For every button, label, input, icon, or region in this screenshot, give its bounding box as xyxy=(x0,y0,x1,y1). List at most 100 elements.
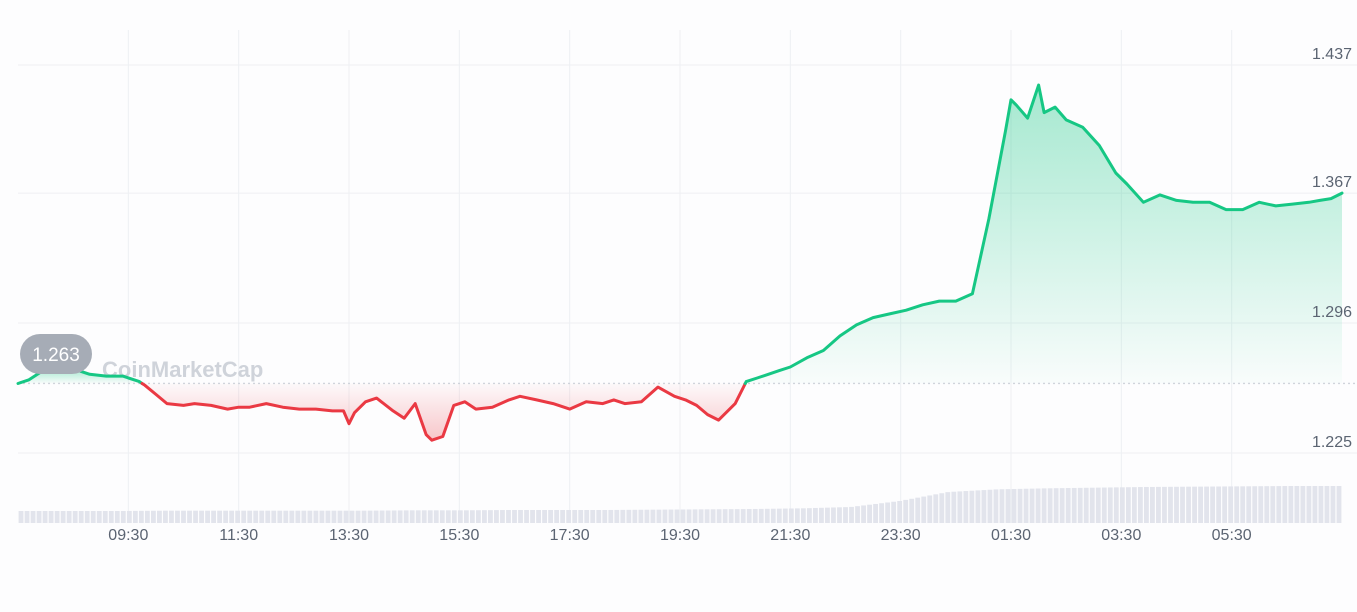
volume-bar xyxy=(710,509,716,523)
volume-bar xyxy=(602,510,608,523)
volume-bar xyxy=(367,510,373,523)
volume-bar xyxy=(144,510,150,523)
volume-bar xyxy=(963,491,969,523)
volume-bar xyxy=(175,510,180,523)
volume-bar xyxy=(813,507,818,523)
volume-bar xyxy=(614,509,620,523)
volume-bar xyxy=(18,511,24,523)
volume-bar xyxy=(169,510,174,523)
volume-bar xyxy=(752,508,758,523)
x-tick-label: 13:30 xyxy=(329,527,369,544)
volume-bar xyxy=(776,508,782,523)
volume-bar xyxy=(1318,486,1324,523)
area-up xyxy=(745,85,1342,384)
badge-label: 1.263 xyxy=(32,345,80,366)
volume-bar xyxy=(126,510,132,523)
volume-bar xyxy=(36,511,42,523)
volume-bar xyxy=(806,508,812,523)
volume-bar xyxy=(253,510,259,523)
volume-bar xyxy=(662,509,668,523)
volume-bar xyxy=(933,494,939,523)
volume-bar xyxy=(1089,487,1095,523)
volume-bar xyxy=(897,501,903,523)
volume-bar xyxy=(999,489,1005,523)
volume-bar xyxy=(590,510,596,523)
volume-bar xyxy=(1228,486,1234,523)
volume-bar xyxy=(1011,488,1017,523)
volume-bar xyxy=(24,511,30,523)
x-tick-label: 01:30 xyxy=(991,527,1031,544)
volume-bar xyxy=(873,503,878,523)
badge-background xyxy=(20,334,92,374)
volume-bar xyxy=(1059,488,1065,523)
volume-bar xyxy=(843,507,848,523)
volume-bar xyxy=(596,510,602,523)
volume-bar xyxy=(800,508,806,523)
volume-bar xyxy=(1053,488,1059,523)
x-tick-label: 19:30 xyxy=(660,527,700,544)
volume-bar xyxy=(247,510,253,523)
volume-bar xyxy=(1294,486,1300,523)
volume-bar xyxy=(66,511,72,523)
volume-bar xyxy=(295,510,301,523)
volume-bar xyxy=(945,492,951,523)
volume-bar xyxy=(1131,487,1137,523)
volume-bar xyxy=(1222,486,1228,523)
volume-bar xyxy=(1264,486,1270,523)
volume-bar xyxy=(716,509,722,523)
volume-bar xyxy=(1324,486,1330,523)
volume-bar xyxy=(343,510,349,523)
volume-bar xyxy=(1234,486,1240,523)
volume-bar xyxy=(788,508,794,523)
volume-bar xyxy=(698,509,704,523)
volume-bar xyxy=(1137,487,1143,523)
volume-bar xyxy=(740,509,746,523)
volume-bar xyxy=(1180,486,1185,523)
volume-bar xyxy=(632,509,638,523)
volume-bar xyxy=(1083,487,1089,523)
volume-bar xyxy=(319,510,325,523)
volume-bar xyxy=(475,510,481,523)
volume-bar xyxy=(861,505,866,523)
volume-bar xyxy=(313,510,319,523)
volume-bar xyxy=(915,497,921,523)
volume-bar xyxy=(542,510,547,523)
volume-bar xyxy=(463,510,469,523)
volume-bar xyxy=(385,510,391,523)
series-line-down xyxy=(140,382,747,442)
y-tick-label: 1.437 xyxy=(1312,46,1352,63)
volume-bar xyxy=(1107,487,1113,523)
volume-bar xyxy=(794,508,800,523)
volume-bar xyxy=(758,508,764,523)
volume-bar xyxy=(30,511,36,523)
volume-bar xyxy=(620,509,626,523)
volume-bar xyxy=(1113,487,1119,523)
volume-bar xyxy=(457,510,463,523)
volume-bar xyxy=(120,510,126,523)
x-tick-label: 09:30 xyxy=(108,527,148,544)
volume-bar xyxy=(1300,486,1306,523)
volume-bar xyxy=(1198,486,1203,523)
area-down xyxy=(142,383,746,441)
volume-bars xyxy=(18,486,1342,523)
volume-bar xyxy=(734,509,740,523)
volume-bar xyxy=(572,510,578,523)
volume-bar xyxy=(102,511,108,523)
volume-bar xyxy=(867,504,872,523)
volume-bar xyxy=(674,509,680,523)
volume-bar xyxy=(1023,488,1029,523)
volume-bar xyxy=(891,501,897,523)
volume-bar xyxy=(199,510,204,523)
volume-bar xyxy=(825,507,830,523)
volume-bar xyxy=(927,495,933,523)
volume-bar xyxy=(1065,488,1071,523)
volume-bar xyxy=(1270,486,1276,523)
volume-bar xyxy=(879,503,885,523)
volume-bar xyxy=(704,509,710,523)
volume-bar xyxy=(1144,486,1149,523)
volume-bar xyxy=(500,510,505,523)
volume-bar xyxy=(163,510,168,523)
volume-bar xyxy=(951,491,957,523)
volume-bar xyxy=(578,510,584,523)
volume-bar xyxy=(271,510,277,523)
